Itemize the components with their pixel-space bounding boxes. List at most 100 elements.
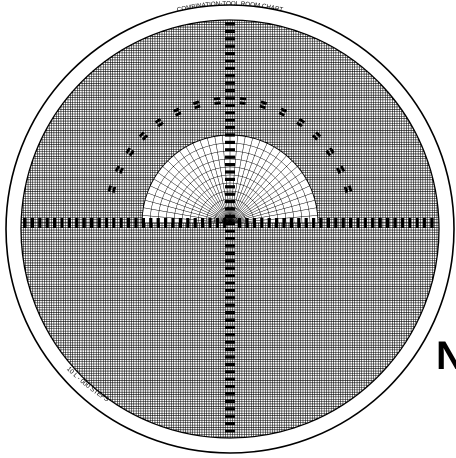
horizontal-axis-tick <box>260 218 264 228</box>
horizontal-axis-tick <box>127 218 131 228</box>
arc-dash-rows <box>107 96 353 194</box>
arc-dash-mark <box>192 100 200 105</box>
vertical-axis-tick <box>225 96 235 100</box>
horizontal-axis-tick <box>67 218 71 228</box>
horizontal-axis-tick <box>312 218 316 228</box>
horizontal-axis-tick <box>104 218 108 228</box>
vertical-axis-tick <box>225 170 235 174</box>
arc-dash-mark <box>343 186 349 194</box>
protractor-arc <box>189 182 271 224</box>
arc-dash-mark <box>280 107 287 113</box>
arc-dash-mark <box>107 185 113 192</box>
arc-dash-mark <box>328 147 335 154</box>
arc-dash-mark <box>340 165 346 173</box>
horizontal-axis-tick <box>289 218 293 228</box>
chart-title: COMBINATION-TOOL ROOM CHART <box>176 0 283 13</box>
page-fragment-letter: N <box>436 334 456 378</box>
outer-rim-circle <box>5 4 455 454</box>
vertical-axis-tick <box>225 81 235 85</box>
horizontal-axis-tick <box>112 218 116 228</box>
vertical-axis-tick <box>225 355 235 359</box>
vertical-axis-tick <box>225 303 235 307</box>
horizontal-axis-tick <box>275 218 279 228</box>
horizontal-axis-tick <box>141 218 145 228</box>
horizontal-axis-tick <box>149 218 153 228</box>
vertical-axis-tick <box>225 52 235 56</box>
vertical-axis-tick <box>225 155 235 159</box>
horizontal-axis-tick <box>326 218 330 228</box>
vertical-axis-tick <box>225 214 235 218</box>
horizontal-axis-tick <box>282 218 286 228</box>
vertical-axis-tick <box>225 399 235 403</box>
protractor-arc <box>197 190 263 224</box>
vertical-axis-tick <box>225 370 235 374</box>
horizontal-axis-tick <box>341 218 345 228</box>
horizontal-axis-tick <box>415 218 419 228</box>
vertical-axis-tick <box>225 29 235 33</box>
vertical-axis-tick <box>225 318 235 322</box>
vertical-axis-tick <box>225 133 235 137</box>
horizontal-axis-tick <box>393 218 397 228</box>
vertical-axis-tick <box>225 22 235 26</box>
arc-dash-mark <box>118 167 124 174</box>
arc-dash-mark <box>114 165 120 173</box>
horizontal-axis-tick <box>193 218 197 228</box>
horizontal-axis-tick <box>319 218 323 228</box>
protractor-arc <box>181 174 279 224</box>
horizontal-axis-tick <box>223 218 227 228</box>
protractor-arc <box>205 198 255 224</box>
vertical-axis-tick <box>225 407 235 411</box>
arc-dash-mark <box>214 101 221 105</box>
chart-title-text: COMBINATION-TOOL ROOM CHART <box>176 0 283 13</box>
vertical-axis-tick <box>225 66 235 70</box>
horizontal-axis-tick <box>334 218 338 228</box>
arc-dash-mark <box>336 167 342 174</box>
vertical-axis-tick <box>225 414 235 418</box>
horizontal-axis-tick <box>90 218 94 228</box>
vertical-axis-tick <box>225 222 235 226</box>
vertical-axis-tick <box>225 148 235 152</box>
horizontal-axis-tick <box>164 218 168 228</box>
arc-dash-mark <box>154 117 162 124</box>
arc-dash-mark <box>128 149 135 157</box>
horizontal-axis-tick <box>378 218 382 228</box>
horizontal-axis-tick <box>423 218 427 228</box>
vertical-axis-tick <box>225 192 235 196</box>
vertical-axis-tick <box>225 392 235 396</box>
protractor-arc <box>173 166 287 224</box>
arc-dash-mark <box>315 131 322 138</box>
steps-label: 10 L - 000 STEPS <box>65 366 110 404</box>
horizontal-axis-tick <box>119 218 123 228</box>
arc-dash-mark <box>296 121 303 128</box>
vertical-axis-tick <box>225 200 235 204</box>
vertical-axis-tick <box>225 140 235 144</box>
lower-half-grid <box>21 222 439 438</box>
horizontal-axis-tick <box>75 218 79 228</box>
horizontal-axis-tick <box>23 218 27 228</box>
arc-dash-mark <box>298 117 306 124</box>
vertical-axis-tick <box>225 311 235 315</box>
horizontal-axis-tick <box>82 218 86 228</box>
horizontal-axis-tick <box>238 218 242 228</box>
horizontal-axis-tick <box>215 218 219 228</box>
horizontal-axis-tick <box>349 218 353 228</box>
horizontal-axis-tick <box>201 218 205 228</box>
arc-dash-mark <box>213 96 221 101</box>
arc-dash-mark <box>325 149 332 157</box>
arc-dash-mark <box>239 101 246 105</box>
horizontal-axis-tick <box>60 218 64 228</box>
horizontal-axis-tick <box>134 218 138 228</box>
horizontal-axis-tick <box>178 218 182 228</box>
protractor-arc <box>213 206 247 224</box>
protractor-radial-lines <box>142 135 318 224</box>
vertical-axis-tick <box>225 348 235 352</box>
vertical-axis-tick <box>225 340 235 344</box>
vertical-axis-tick <box>225 429 235 433</box>
arc-dash-mark <box>239 96 247 101</box>
vertical-axis-tick <box>225 59 235 63</box>
vertical-axis-tick <box>225 207 235 211</box>
arc-dash-mark <box>347 185 353 192</box>
grid-lines <box>21 222 439 438</box>
vertical-axis-tick <box>225 185 235 189</box>
